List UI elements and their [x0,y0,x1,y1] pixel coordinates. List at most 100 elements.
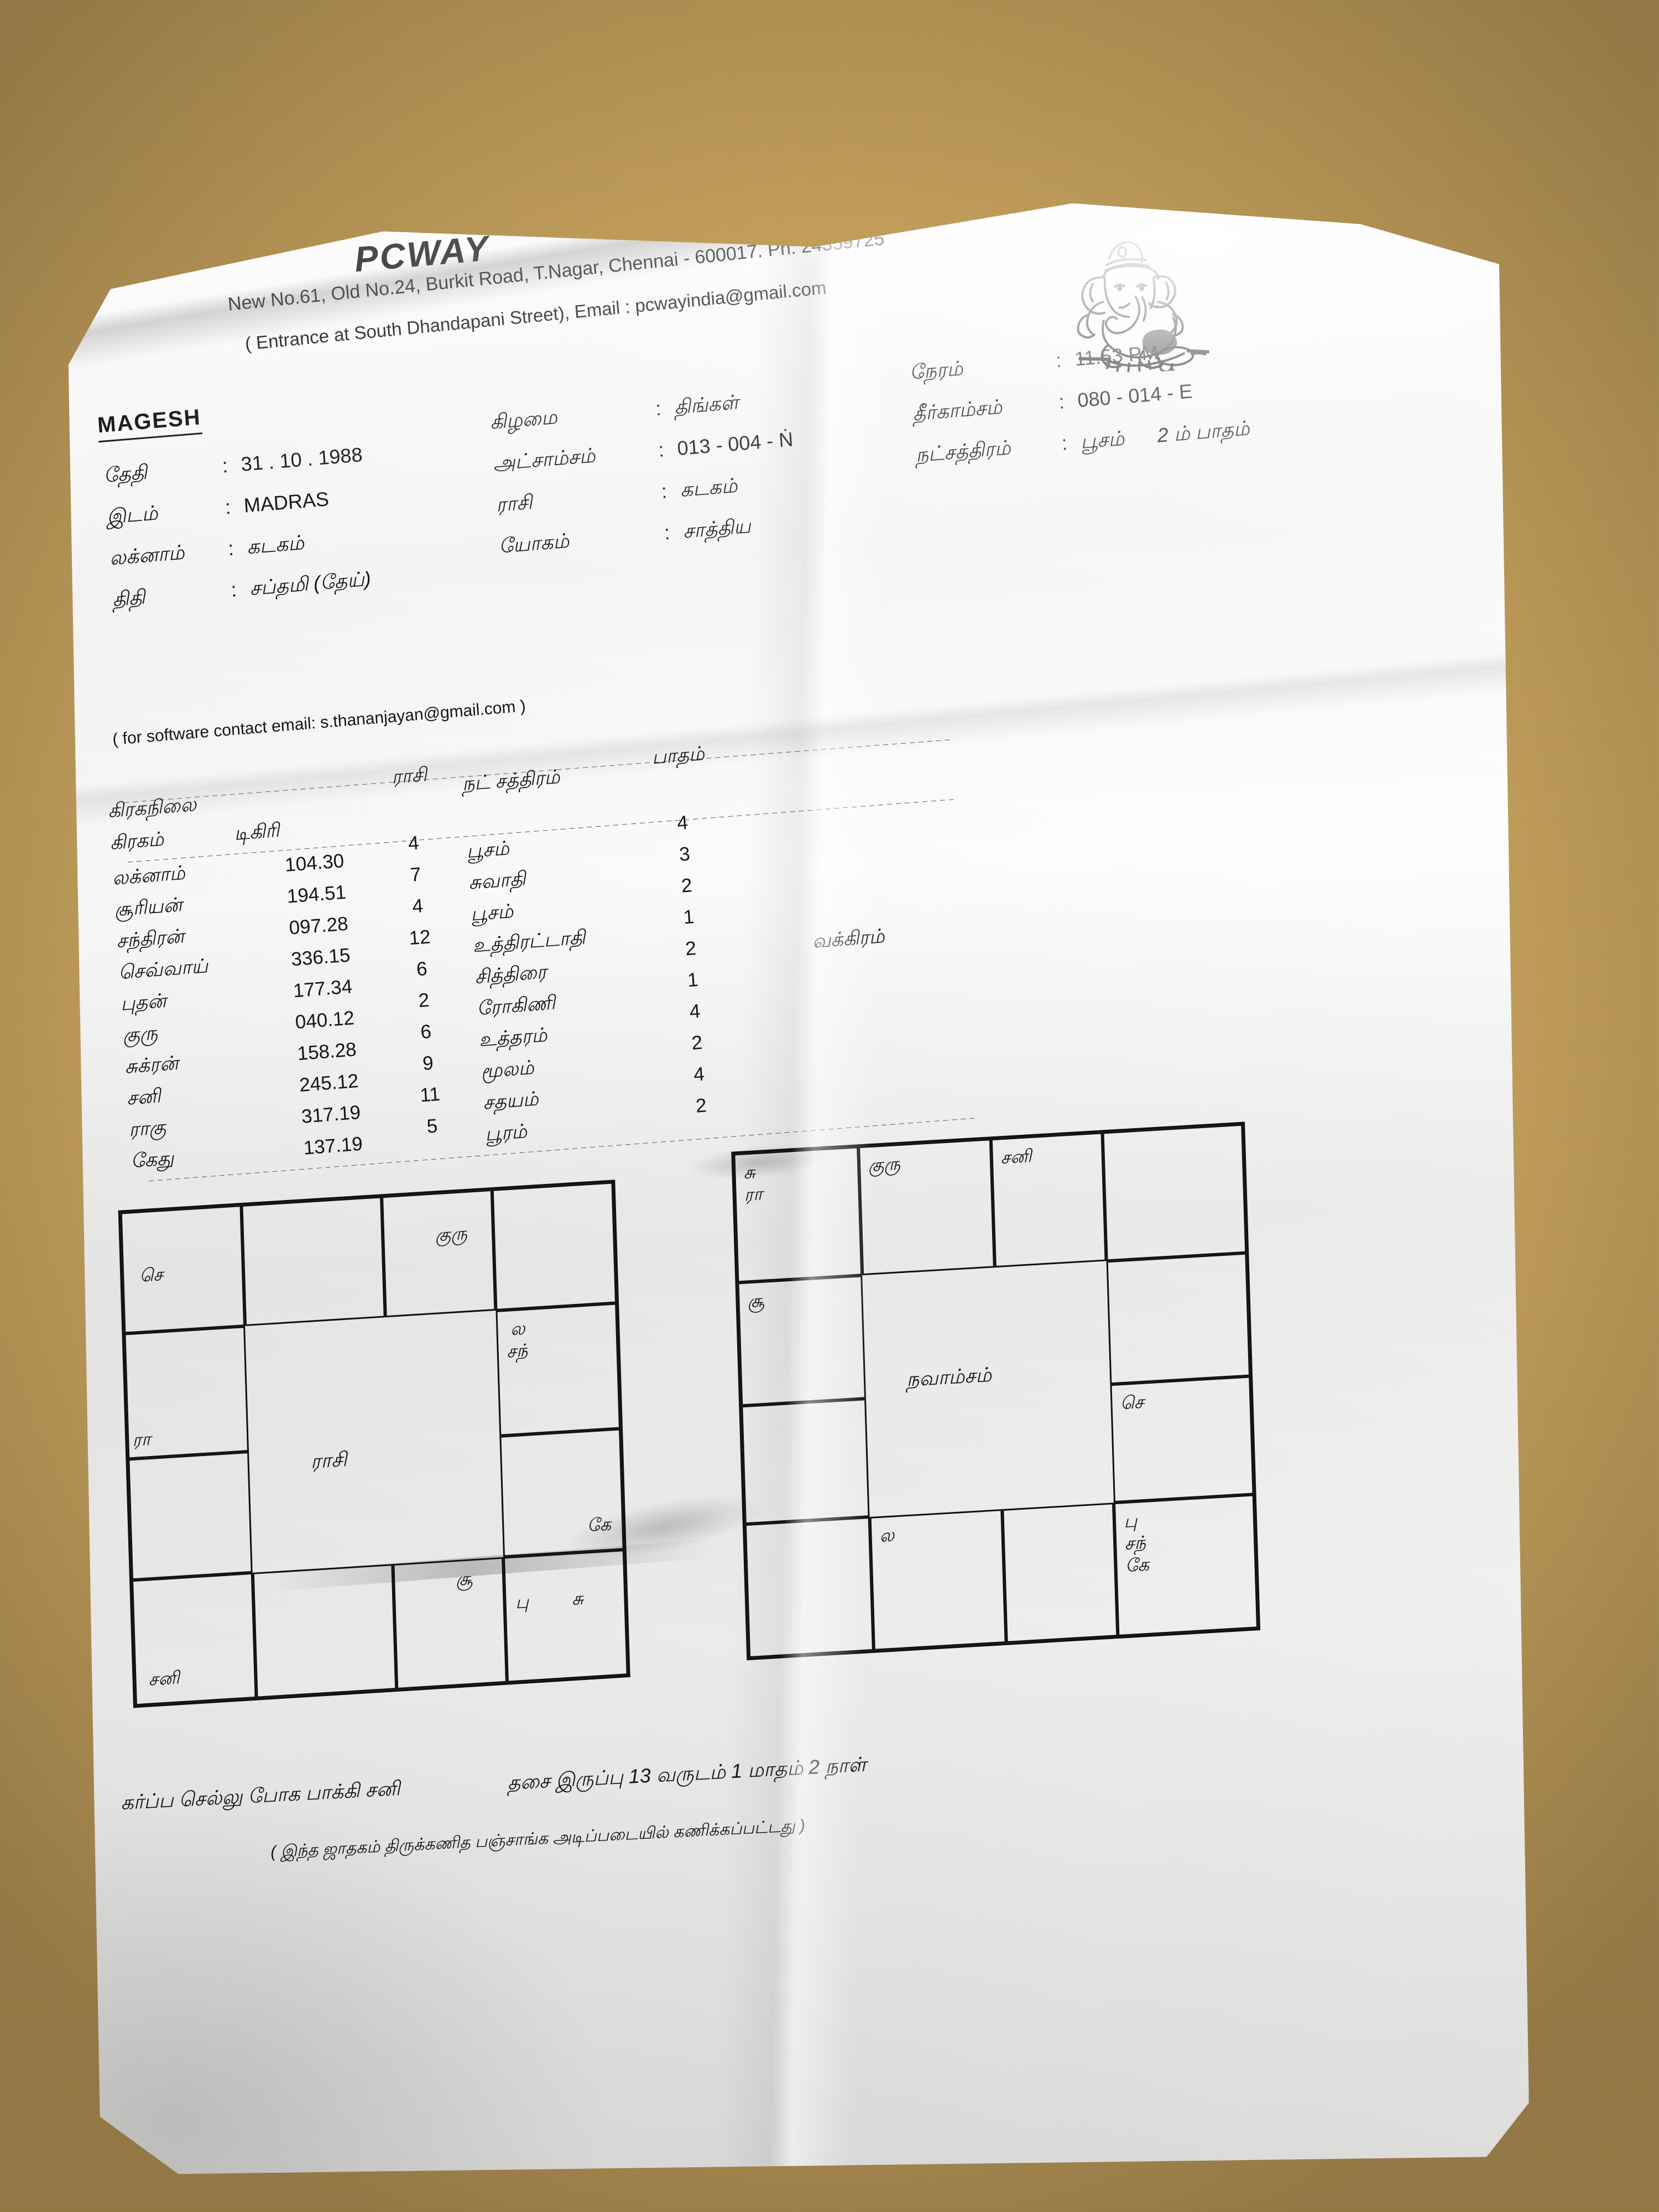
birth-details-block: MAGESH தேதி : 31 . 10 . 1988 இடம் : MADR… [69,359,1510,702]
chart-planet-label: குரு [868,1153,901,1176]
chart-planet-label: சந் [506,1339,528,1361]
chart-cell [1103,1124,1246,1261]
details-column-right: நேரம் : 11.53 PM தீர்காம்சம் : 080 - 014… [909,334,1252,485]
horoscope-paper-sheet: PCWAY New No.61, Old No.24, Burkit Road,… [66,193,1530,2195]
label-rasi: ராசி [495,490,533,517]
sep-yogam: : [663,520,671,544]
header-degree-blank [227,798,364,808]
value-rasi: கடகம் [679,473,738,502]
chart-cell: கே [500,1428,624,1557]
sep-latitude: : [658,438,665,462]
chart-cell: ல [869,1509,1006,1651]
header-padam: பாதம் [651,743,706,769]
value-date: 31 . 10 . 1988 [240,443,363,476]
sep-rasi: : [660,479,668,503]
chart-cell: சனி [990,1132,1107,1267]
chart-cell: சூ [738,1275,866,1406]
chart-cell: குரு [382,1190,496,1317]
chart-center-label: ராசி [310,1448,347,1473]
label-yogam: யோகம் [498,529,570,557]
chart-cell: ல சந் [496,1303,620,1436]
chart-planet-label: ரா [132,1428,152,1450]
label-latitude: அட்சாம்சம் [492,444,596,475]
retrograde-note: வக்கிரம் [811,925,885,953]
chart-planet-label: ல [510,1318,525,1339]
label-nakshatra: நட்சத்திரம் [915,436,1011,467]
value-yogam: சாத்திய [682,514,752,542]
chart-planet-label: ல [879,1525,895,1546]
chart-cell [741,1399,869,1524]
chart-cell: ரா [124,1326,248,1459]
chart-cell: சனி [132,1572,256,1705]
chart-planet-label: சு [743,1162,755,1183]
details-column-left: தேதி : 31 . 10 . 1988 இடம் : MADRAS லக்ன… [103,443,373,629]
detail-row-place: இடம் : MADRAS [106,484,366,531]
sep-nakshatra: : [1061,431,1068,455]
chart-planet-label: கே [1125,1554,1150,1576]
chart-planet-label: ரா [744,1183,763,1205]
chart-cell: சு ரா [733,1146,862,1282]
chart-cell: பு சந் கே [1114,1495,1258,1636]
chart-planet-label: சு [571,1588,584,1609]
person-name: MAGESH [97,405,202,442]
detail-row-rasi: ராசி : கடகம் [495,469,797,519]
value-thithi: சப்தமி (தேய்) [249,567,372,600]
detail-row-nakshatra: நட்சத்திரம் : பூசம் 2 ம் பாதம் [915,416,1250,469]
chart-cell [492,1182,617,1310]
planet-positions-table: கிரகநிலை ராசி நட் சத்திரம் பாதம் கிரகம் … [107,730,1045,801]
chart-planet-label: பு [1123,1511,1138,1532]
value-weekday: திங்கள் [673,390,739,419]
planet-padam: 1 [686,968,699,992]
chart-cell: சூ [393,1557,507,1689]
detail-row-yogam: யோகம் : சாத்திய [498,510,800,561]
value-latitude: 013 - 004 - Ṅ [676,427,794,460]
header-sub-padam [648,791,714,796]
dasa-balance-value: தசை இருப்பு 13 வருடம் 1 மாதம் 2 நாள் [507,1752,867,1794]
chart-cell: பு சு [503,1550,628,1683]
planet-padam: 2 [691,1031,703,1054]
label-weekday: கிழமை [489,405,558,434]
table-body: லக்னாம் 104.30 4 பூசம் 4 சூரியன் 194.51 7 சுவாதி… [112,822,737,1182]
planet-padam: 1 [682,906,695,928]
label-time: நேரம் [909,357,964,384]
chart-cell [252,1564,397,1698]
chart-planet-label: கே [587,1514,612,1536]
header-sub-nakshatra [458,808,648,823]
chart-cell [128,1452,252,1580]
header-planet-status: கிரகநிலை [107,794,197,822]
label-place: இடம் [106,501,159,528]
chart-planet-label: சனி [1000,1146,1032,1168]
chart-cell [241,1196,385,1326]
detail-row-weekday: கிழமை : திங்கள் [489,387,791,437]
planet-padam: 2 [695,1094,707,1117]
chart-planet-label: பு [515,1591,529,1613]
detail-row-latitude: அட்சாம்சம் : 013 - 004 - Ṅ [492,427,794,478]
sep-place: : [224,495,232,519]
planet-padam: 4 [688,1000,701,1023]
chart-planet-label: குரு [435,1223,468,1245]
dasa-balance-label: கர்ப்ப செல்லு போக பாக்கி சனி [120,1777,401,1814]
detail-row-thithi: திதி : சப்தமி (தேய்) [112,567,372,614]
sep-longitude: : [1058,390,1066,413]
chart-planet-label: செ [1120,1391,1145,1413]
chart-cell: செ [1110,1376,1254,1503]
detail-row-lagnam: லக்னாம் : கடகம் [109,526,369,573]
chart-cell: செ [121,1205,245,1333]
planet-padam: 2 [685,937,697,960]
label-lagnam: லக்னாம் [108,540,185,570]
chart-planet-label: சனி [148,1667,180,1689]
label-longitude: தீர்காம்சம் [911,395,1003,425]
sep-thithi: : [230,578,238,601]
chart-planet-label: சூ [455,1568,473,1589]
paper-content: PCWAY New No.61, Old No.24, Burkit Road,… [66,193,1530,2195]
detail-row-date: தேதி : 31 . 10 . 1988 [103,443,363,490]
calculation-note: ( இந்த ஜாதகம் திருக்கணித பஞ்சாங்க அடிப்ப… [270,1816,806,1861]
chart-cell [1002,1503,1118,1642]
chart-planet-label: செ [139,1264,164,1286]
chart-cell: குரு [858,1139,994,1275]
label-thithi: திதி [111,585,146,611]
value-nakshatra-padam: 2 ம் பாதம் [1156,416,1250,447]
planet-name: லக்னாம் [111,862,186,889]
planet-padam: 3 [678,843,691,865]
chart-planet-label: சந் [1124,1532,1146,1554]
